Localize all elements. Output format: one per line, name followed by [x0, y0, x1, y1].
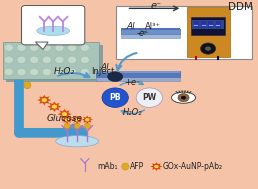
- Ellipse shape: [24, 81, 31, 89]
- Ellipse shape: [55, 56, 64, 64]
- Text: Inject: Inject: [92, 67, 115, 77]
- FancyBboxPatch shape: [21, 5, 85, 45]
- Ellipse shape: [52, 105, 57, 108]
- FancyBboxPatch shape: [96, 71, 180, 81]
- FancyBboxPatch shape: [216, 21, 221, 28]
- FancyBboxPatch shape: [122, 28, 180, 30]
- Ellipse shape: [64, 123, 70, 129]
- Ellipse shape: [84, 123, 90, 129]
- Ellipse shape: [172, 92, 196, 103]
- Ellipse shape: [136, 88, 163, 107]
- Text: Glucose: Glucose: [46, 114, 83, 123]
- Polygon shape: [61, 112, 68, 117]
- Ellipse shape: [68, 56, 77, 64]
- Ellipse shape: [55, 44, 64, 51]
- Text: -e⁻: -e⁻: [136, 29, 149, 38]
- Polygon shape: [58, 109, 72, 119]
- Ellipse shape: [42, 98, 47, 102]
- Ellipse shape: [102, 88, 128, 107]
- Polygon shape: [41, 98, 47, 103]
- Polygon shape: [47, 101, 61, 112]
- Text: e⁻: e⁻: [150, 1, 161, 11]
- Ellipse shape: [37, 26, 70, 36]
- Ellipse shape: [68, 68, 77, 76]
- Ellipse shape: [17, 56, 26, 64]
- Ellipse shape: [30, 68, 39, 76]
- Text: mAb₁: mAb₁: [98, 162, 118, 171]
- Ellipse shape: [181, 96, 186, 100]
- Text: PB: PB: [109, 93, 121, 102]
- Text: H₂O₂: H₂O₂: [122, 108, 142, 117]
- Ellipse shape: [80, 56, 89, 64]
- FancyBboxPatch shape: [3, 42, 99, 80]
- Polygon shape: [35, 42, 48, 50]
- Polygon shape: [51, 104, 58, 109]
- Ellipse shape: [30, 44, 39, 51]
- FancyBboxPatch shape: [96, 71, 180, 74]
- Ellipse shape: [42, 56, 51, 64]
- Ellipse shape: [200, 43, 216, 54]
- Ellipse shape: [80, 68, 89, 76]
- Ellipse shape: [122, 163, 129, 170]
- Text: Al: Al: [127, 22, 135, 31]
- Text: Al³⁺: Al³⁺: [145, 22, 161, 31]
- Ellipse shape: [30, 56, 39, 64]
- Ellipse shape: [154, 165, 159, 168]
- FancyBboxPatch shape: [122, 29, 180, 34]
- Ellipse shape: [74, 123, 80, 129]
- Polygon shape: [61, 116, 73, 124]
- Polygon shape: [82, 116, 93, 124]
- FancyBboxPatch shape: [122, 29, 180, 38]
- FancyBboxPatch shape: [201, 21, 206, 28]
- Ellipse shape: [17, 68, 26, 76]
- Ellipse shape: [178, 94, 189, 102]
- FancyBboxPatch shape: [187, 7, 230, 57]
- FancyBboxPatch shape: [191, 17, 225, 36]
- FancyBboxPatch shape: [6, 45, 102, 82]
- Ellipse shape: [108, 72, 123, 81]
- Ellipse shape: [42, 44, 51, 51]
- FancyBboxPatch shape: [192, 20, 224, 29]
- Ellipse shape: [4, 56, 13, 64]
- Polygon shape: [37, 95, 51, 105]
- Ellipse shape: [56, 136, 99, 147]
- Ellipse shape: [4, 44, 13, 51]
- Ellipse shape: [17, 44, 26, 51]
- Text: PW: PW: [142, 93, 156, 102]
- Text: +e⁻: +e⁻: [124, 78, 140, 87]
- Text: H₂O₂: H₂O₂: [54, 67, 75, 77]
- Text: GOx-AuNP-pAb₂: GOx-AuNP-pAb₂: [163, 162, 223, 171]
- Ellipse shape: [65, 118, 69, 121]
- Ellipse shape: [80, 44, 89, 51]
- Text: DDM: DDM: [228, 2, 253, 12]
- Text: Al: Al: [101, 63, 109, 72]
- Polygon shape: [150, 162, 163, 171]
- Ellipse shape: [62, 112, 67, 116]
- Text: AFP: AFP: [130, 162, 144, 171]
- Ellipse shape: [68, 44, 77, 51]
- Ellipse shape: [55, 68, 64, 76]
- FancyBboxPatch shape: [116, 5, 252, 59]
- Polygon shape: [72, 116, 83, 124]
- FancyBboxPatch shape: [96, 71, 180, 77]
- FancyBboxPatch shape: [194, 21, 199, 28]
- Ellipse shape: [205, 46, 211, 51]
- Ellipse shape: [42, 68, 51, 76]
- FancyBboxPatch shape: [208, 21, 213, 28]
- Ellipse shape: [75, 118, 79, 121]
- Ellipse shape: [85, 118, 90, 121]
- Ellipse shape: [4, 68, 13, 76]
